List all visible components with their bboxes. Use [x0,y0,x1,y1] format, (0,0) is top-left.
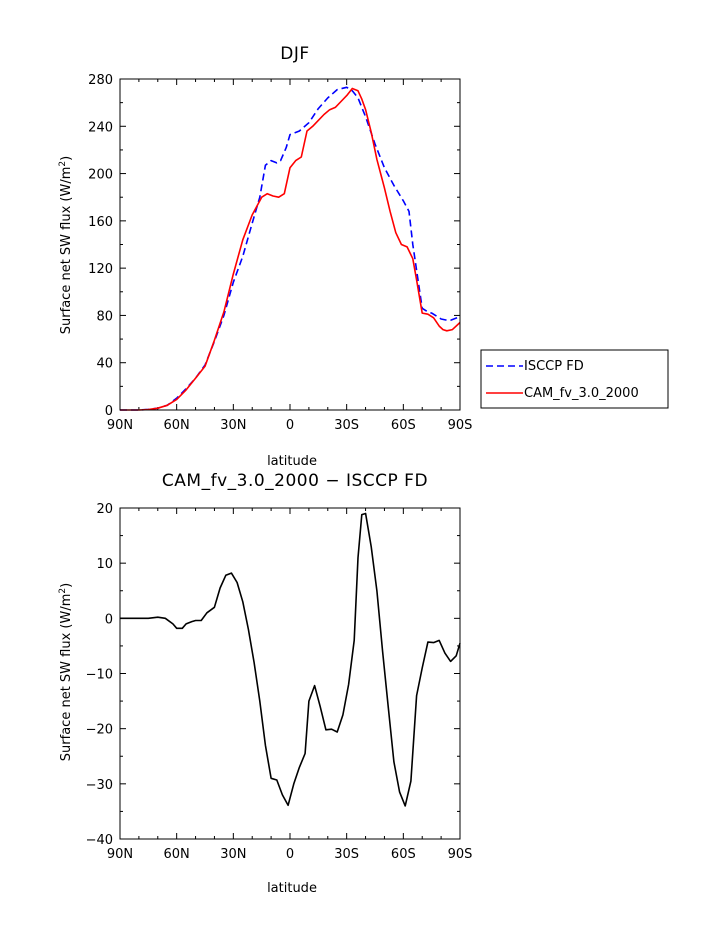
top-y-tick-label: 200 [88,168,113,183]
bottom-chart-y-tick-labels: −40 −30 −20 −10 0 10 20 [86,502,113,848]
top-x-tick-label: 30N [220,418,246,433]
top-chart-y-tick-labels: 0 40 80 120 160 200 240 280 [88,73,113,419]
legend: ISCCP FD CAM_fv_3.0_2000 [480,349,669,409]
top-x-tick-label: 60S [391,418,416,433]
top-y-tick-label: 120 [88,262,113,277]
bottom-y-tick-label: −10 [86,668,113,683]
top-y-tick-label: 280 [88,73,113,88]
top-chart-title: DJF [280,44,309,64]
top-chart-x-tick-labels: 90N 60N 30N 0 30S 60S 90S [107,418,473,433]
top-chart-series [120,86,461,411]
legend-cam-label: CAM_fv_3.0_2000 [524,386,639,401]
top-chart-grid-ticks [119,78,461,411]
top-y-tick-label: 160 [88,215,113,230]
bottom-x-tick-label: 90N [107,847,133,862]
top-chart-y-axis-label-main: Surface net SW flux (W/m [59,167,74,335]
bottom-y-tick-label: 10 [96,557,113,572]
bottom-y-tick-label: 0 [105,612,113,627]
top-chart-y-axis-label: Surface net SW flux (W/m2) [58,156,74,334]
top-x-tick-label: 30S [334,418,359,433]
top-chart-y-axis-label-sup: 2 [58,161,68,167]
bottom-y-tick-label: 20 [96,502,113,517]
top-x-tick-label: 60N [164,418,190,433]
legend-box [480,349,669,409]
bottom-x-tick-label: 0 [286,847,294,862]
top-y-tick-label: 80 [96,309,113,324]
bottom-x-tick-label: 60N [164,847,190,862]
bottom-chart-series [120,512,461,807]
bottom-x-tick-label: 60S [391,847,416,862]
top-y-tick-label: 240 [88,120,113,135]
top-chart-y-axis-label-close: ) [59,156,74,161]
top-x-tick-label: 90S [448,418,473,433]
top-y-tick-label: 0 [105,404,113,419]
top-x-tick-label: 90N [107,418,133,433]
bottom-x-tick-label: 90S [448,847,473,862]
top-series-line-0 [120,86,461,411]
bottom-chart-y-axis-label-close: ) [59,583,74,588]
bottom-chart-x-tick-labels: 90N 60N 30N 0 30S 60S 90S [107,847,473,862]
top-series-line-1 [120,87,461,411]
bottom-y-tick-label: −30 [86,778,113,793]
legend-isccp-label: ISCCP FD [524,359,584,374]
bottom-chart-y-axis-label-main: Surface net SW flux (W/m [59,594,74,762]
top-chart-x-axis-label: latitude [267,454,317,469]
bottom-chart-y-axis-label: Surface net SW flux (W/m2) [58,583,74,761]
bottom-chart-title: CAM_fv_3.0_2000 − ISCCP FD [162,471,428,491]
top-y-tick-label: 40 [96,357,113,372]
bottom-x-tick-label: 30N [220,847,246,862]
bottom-series-line-0 [120,512,461,807]
bottom-y-tick-label: −40 [86,833,113,848]
bottom-y-tick-label: −20 [86,723,113,738]
bottom-x-tick-label: 30S [334,847,359,862]
top-x-tick-label: 0 [286,418,294,433]
bottom-chart-frame [119,507,461,840]
bottom-chart: CAM_fv_3.0_2000 − ISCCP FD 90N 60N 30N 0 30S… [58,471,472,896]
bottom-chart-y-axis-label-sup: 2 [58,588,68,594]
top-chart-frame [119,78,461,411]
top-chart: DJF 90N 60N 30N 0 30S 60S 90S 0 40 80 120 160 200 24… [58,44,669,469]
bottom-chart-x-axis-label: latitude [267,881,317,896]
